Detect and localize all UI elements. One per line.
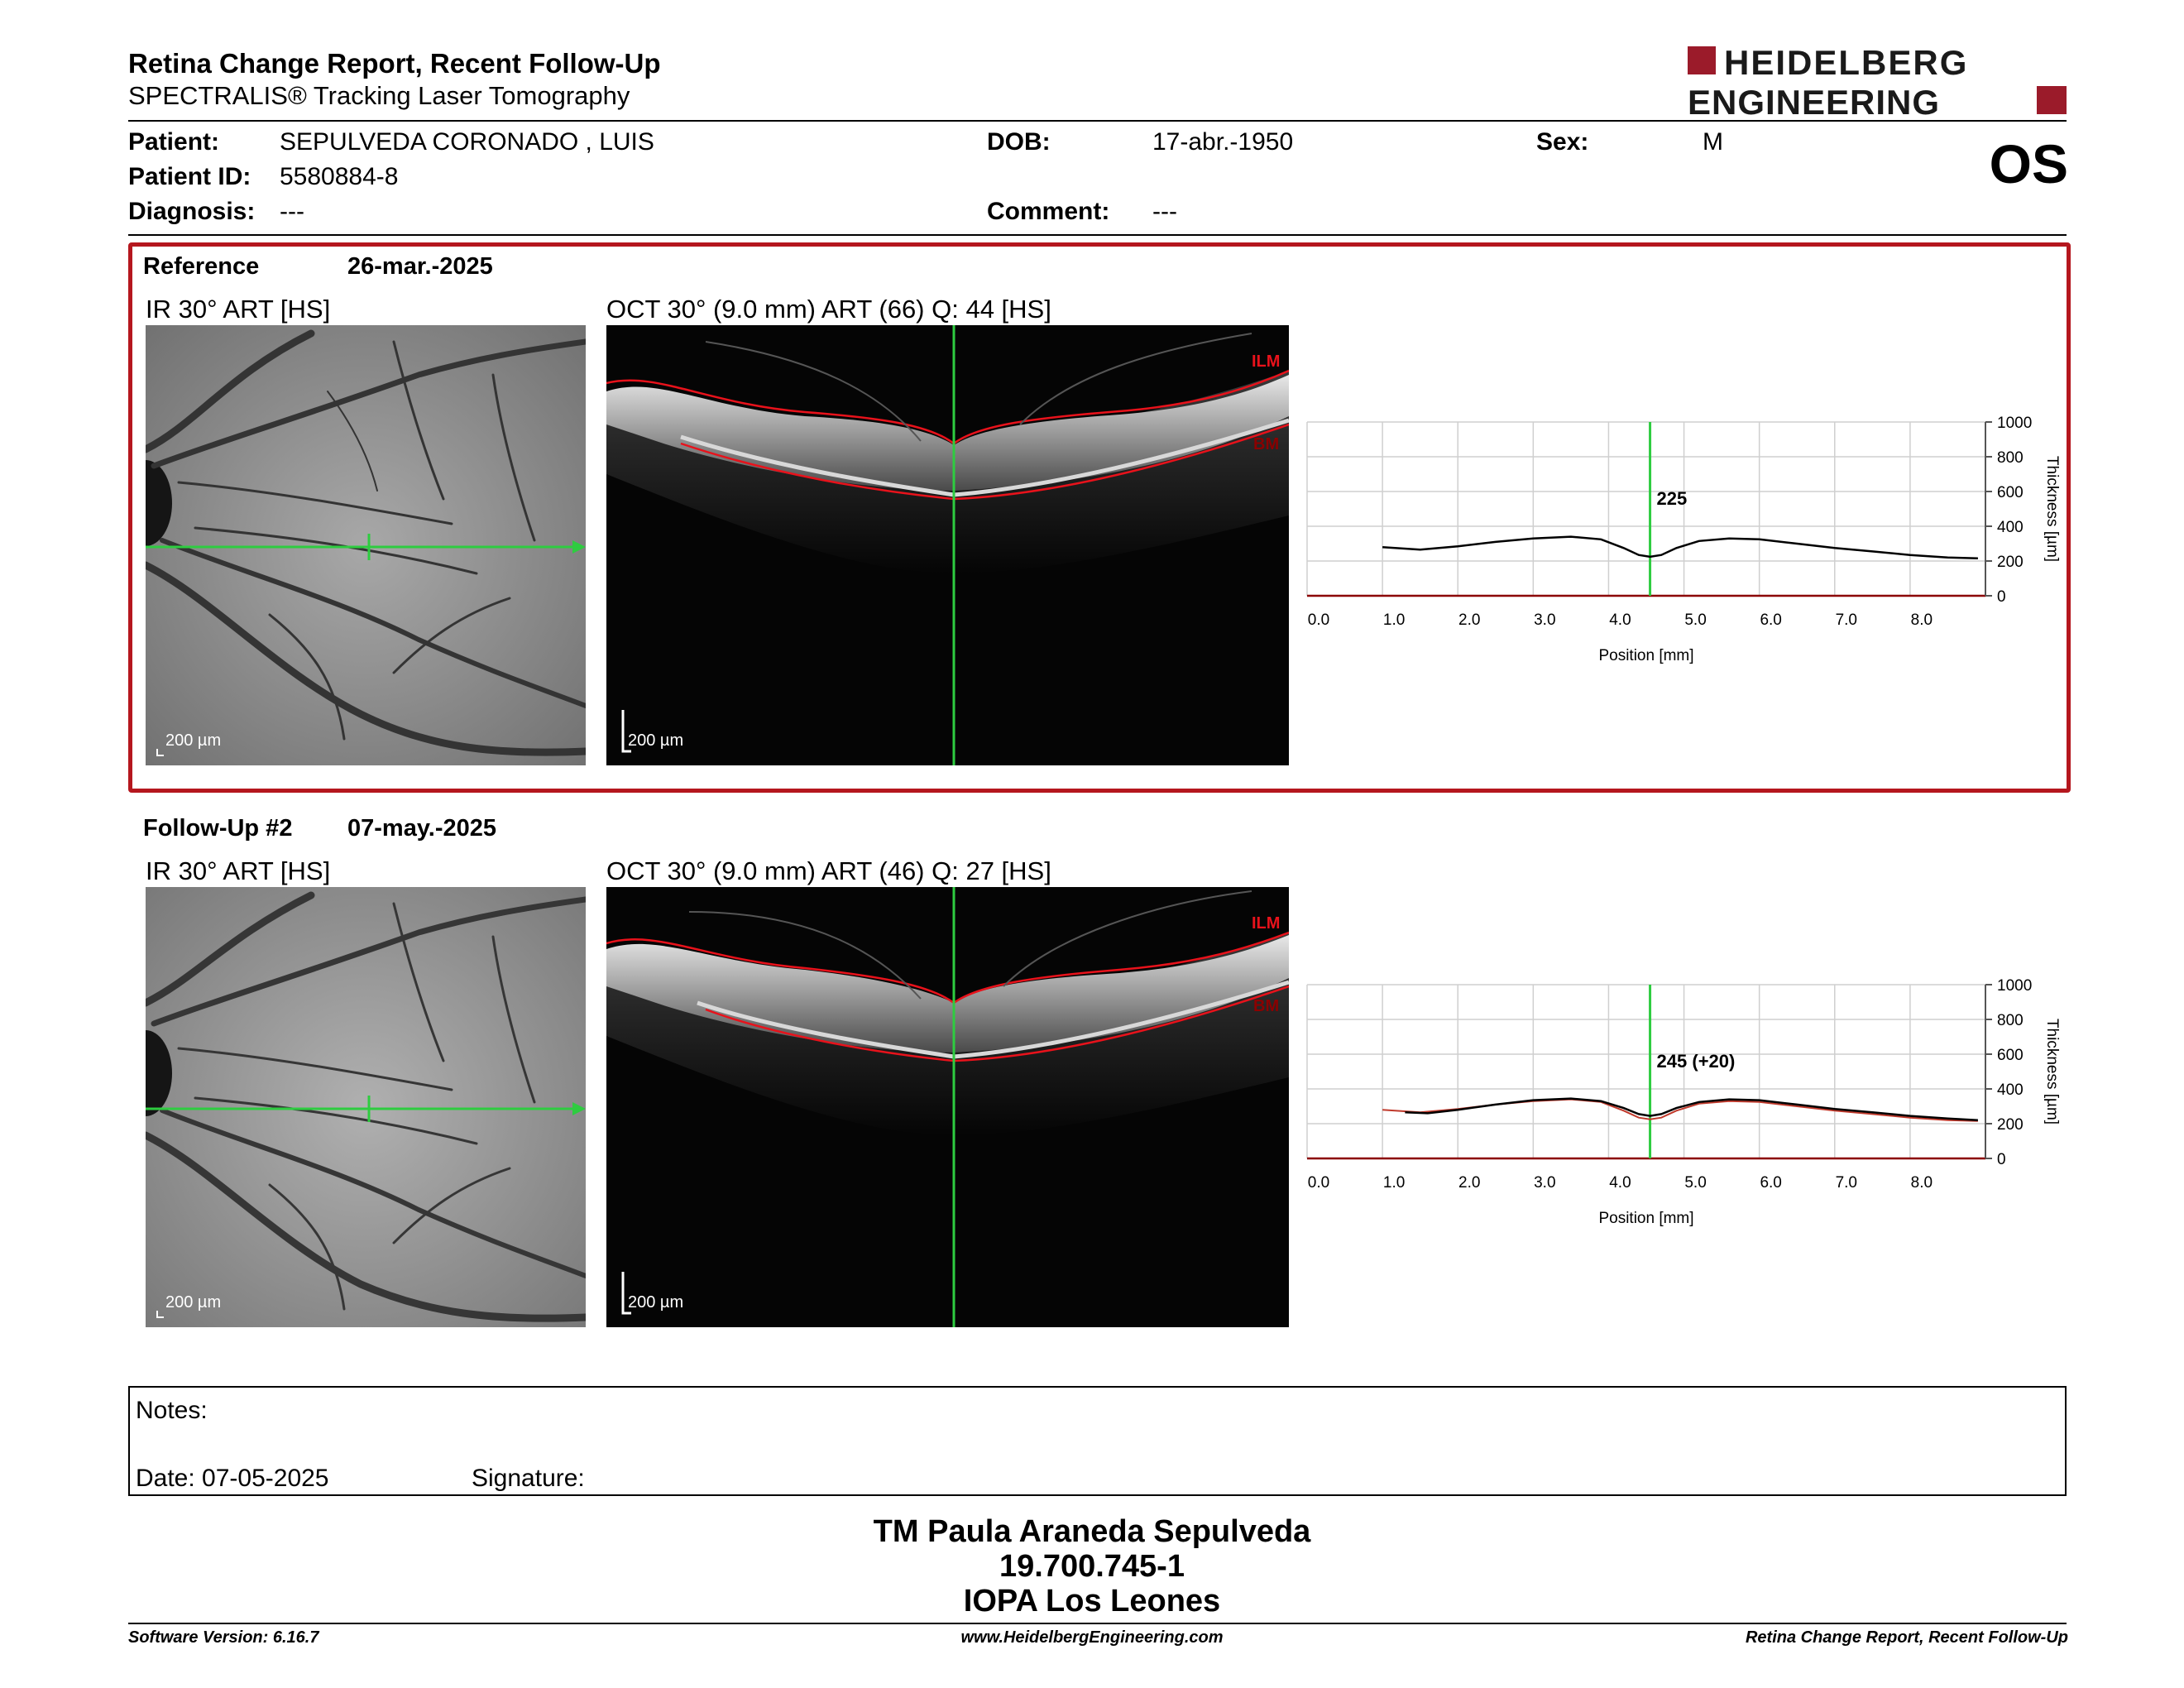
thickness-line: [1405, 1097, 1978, 1122]
signature-label: Signature:: [472, 1465, 585, 1492]
x-tick-label: 4.0: [1609, 1174, 1631, 1192]
followup-ilm-label: ILM: [1252, 914, 1280, 933]
y-tick-label: 600: [1997, 1047, 2024, 1064]
reference-ir-fundus-image: 200 µm: [146, 325, 586, 765]
comment-label: Comment:: [987, 198, 1110, 225]
x-tick-label: 0.0: [1308, 1174, 1329, 1192]
y-tick-label: 800: [1997, 1012, 2024, 1029]
followup-ir-label: IR 30° ART [HS]: [146, 856, 331, 885]
reference-ir-scale: 200 µm: [165, 731, 221, 750]
y-axis-label: Thickness [µm]: [2043, 1019, 2061, 1125]
x-tick-label: 5.0: [1684, 1174, 1706, 1192]
reference-thickness-chart: 0 200 400 600 800 1000 0.0 1.0 2.0 3.0 4.0 5.0 6.0 7.…: [1306, 415, 2061, 664]
x-tick-label: 5.0: [1684, 611, 1706, 629]
patient-name: SEPULVEDA CORONADO , LUIS: [280, 128, 654, 156]
reference-label: Reference: [143, 253, 260, 280]
followup-oct-label: OCT 30° (9.0 mm) ART (46) Q: 27 [HS]: [606, 856, 1051, 885]
examiner-name: TM Paula Araneda Sepulveda: [873, 1514, 1311, 1549]
x-axis-label: Position [mm]: [1598, 647, 1693, 664]
followup-ir-fundus-image: 200 µm: [146, 887, 586, 1327]
reference-date: 26-mar.-2025: [347, 253, 493, 280]
y-tick-label: 1000: [1997, 977, 2032, 995]
eye-indicator: OS: [1989, 133, 2068, 194]
heidelberg-logo: HEIDELBERG ENGINEERING: [1688, 43, 2067, 119]
reference-oct-label: OCT 30° (9.0 mm) ART (66) Q: 44 [HS]: [606, 295, 1051, 324]
notes-date: Date: 07-05-2025: [136, 1465, 329, 1492]
y-tick-label: 400: [1997, 1081, 2024, 1099]
y-tick-label: 600: [1997, 484, 2024, 501]
logo-text-1: HEIDELBERG: [1724, 43, 1968, 82]
x-tick-label: 4.0: [1609, 611, 1631, 629]
y-axis-label: Thickness [µm]: [2043, 456, 2061, 562]
x-axis-label: Position [mm]: [1598, 1210, 1693, 1227]
y-tick-label: 1000: [1997, 415, 2032, 432]
cursor-value-label: 225: [1657, 488, 1688, 509]
reference-bm-label: BM: [1253, 435, 1279, 453]
y-tick-label: 400: [1997, 519, 2024, 536]
diagnosis-label: Diagnosis:: [128, 198, 256, 225]
examiner-org: IOPA Los Leones: [963, 1584, 1221, 1618]
sex-value: M: [1703, 128, 1723, 156]
examiner-id: 19.700.745-1: [999, 1549, 1185, 1584]
x-tick-label: 2.0: [1458, 611, 1480, 629]
diagnosis-value: ---: [280, 198, 304, 225]
comment-value: ---: [1152, 198, 1177, 225]
followup-oct-scale: 200 µm: [628, 1293, 683, 1312]
cursor-value-label: 245 (+20): [1657, 1051, 1736, 1072]
followup-label: Follow-Up #2: [143, 815, 293, 842]
patient-id: 5580884-8: [280, 163, 399, 190]
patient-rule: [128, 234, 2067, 236]
x-tick-label: 6.0: [1760, 611, 1781, 629]
reference-ilm-label: ILM: [1252, 352, 1280, 371]
x-tick-label: 8.0: [1911, 611, 1933, 629]
logo-text-2: ENGINEERING: [1688, 83, 1940, 119]
x-tick-label: 2.0: [1458, 1174, 1480, 1192]
patient-label: Patient:: [128, 128, 220, 156]
report-type-footer: Retina Change Report, Recent Follow-Up: [1745, 1628, 2068, 1647]
followup-ir-scale: 200 µm: [165, 1293, 221, 1312]
footer-rule: [128, 1623, 2067, 1624]
x-tick-label: 7.0: [1836, 611, 1857, 629]
reference-panel: [128, 242, 2071, 793]
x-tick-label: 3.0: [1534, 1174, 1555, 1192]
followup-date: 07-may.-2025: [347, 815, 497, 842]
dob-label: DOB:: [987, 128, 1051, 156]
reference-oct-scale: 200 µm: [628, 731, 683, 750]
y-tick-label: 0: [1997, 1151, 2006, 1168]
reference-ir-label: IR 30° ART [HS]: [146, 295, 331, 324]
followup-bm-label: BM: [1253, 997, 1279, 1015]
x-tick-label: 8.0: [1911, 1174, 1933, 1192]
dob-value: 17-abr.-1950: [1152, 128, 1294, 156]
x-tick-label: 1.0: [1383, 1174, 1405, 1192]
report-subtitle: SPECTRALIS® Tracking Laser Tomography: [128, 81, 630, 110]
reference-oct-bscan-image: ILM BM 200 µm: [606, 325, 1289, 765]
notes-label: Notes:: [136, 1397, 208, 1424]
sex-label: Sex:: [1536, 128, 1589, 156]
x-tick-label: 7.0: [1836, 1174, 1857, 1192]
software-version: Software Version: 6.16.7: [128, 1628, 319, 1647]
y-tick-label: 800: [1997, 449, 2024, 467]
y-tick-label: 200: [1997, 554, 2024, 571]
followup-thickness-chart: 0 200 400 600 800 1000 0.0 1.0 2.0 3.0 4.0 5.0 6.0 7.…: [1306, 977, 2061, 1227]
patient-id-label: Patient ID:: [128, 163, 251, 190]
x-tick-label: 6.0: [1760, 1174, 1781, 1192]
reference-thickness-line: [1382, 1098, 1978, 1122]
y-tick-label: 0: [1997, 588, 2006, 606]
notes-box: [128, 1386, 2067, 1496]
x-tick-label: 3.0: [1534, 611, 1555, 629]
report-title: Retina Change Report, Recent Follow-Up: [128, 48, 661, 79]
x-tick-label: 1.0: [1383, 611, 1405, 629]
website-link[interactable]: www.HeidelbergEngineering.com: [960, 1628, 1224, 1647]
x-tick-label: 0.0: [1308, 611, 1329, 629]
thickness-line: [1382, 535, 1978, 560]
y-tick-label: 200: [1997, 1116, 2024, 1134]
followup-oct-bscan-image: ILM BM 200 µm: [606, 887, 1289, 1327]
header-rule: [128, 120, 2067, 122]
